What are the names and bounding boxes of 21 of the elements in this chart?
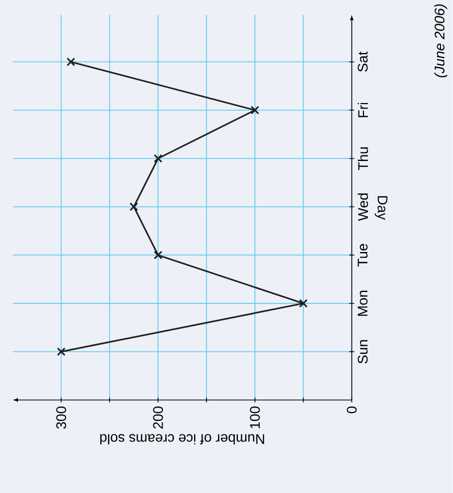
y-tick-label: Wed <box>358 193 368 221</box>
y-tick-label: Mon <box>358 290 368 316</box>
x-axis-title: Number of ice creams sold <box>100 434 264 444</box>
point <box>66 58 76 66</box>
x-tick-label: 100 <box>250 406 260 428</box>
x-tick-label: 200 <box>153 406 164 429</box>
x-tick-label: 0 <box>346 406 357 414</box>
y-tick-label: Tue <box>358 244 368 267</box>
point <box>130 202 138 212</box>
y-tick-label: Sun <box>358 340 368 364</box>
y-axis-title: Day <box>374 196 388 220</box>
y-tick-label: Fri <box>358 102 368 118</box>
point <box>154 154 162 163</box>
point <box>56 347 66 356</box>
point <box>250 106 260 114</box>
y-tick-label: Sat <box>358 51 368 72</box>
text: (June 2006) <box>434 4 448 78</box>
x-tick-label: 300 <box>56 406 66 429</box>
y-tick-label: Thu <box>358 147 368 170</box>
point <box>299 299 308 308</box>
point <box>154 250 162 260</box>
